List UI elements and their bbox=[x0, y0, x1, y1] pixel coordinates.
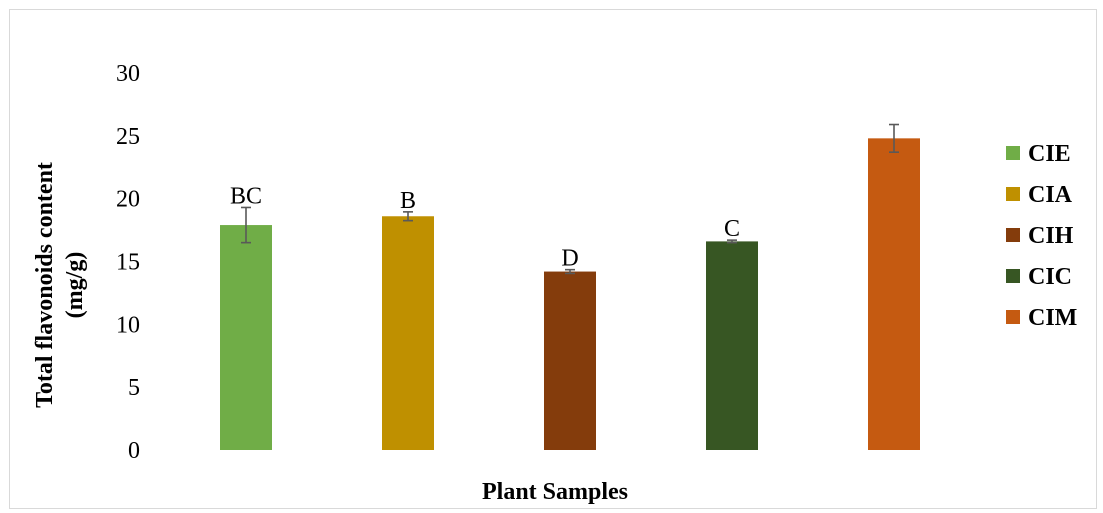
bar-cic bbox=[706, 241, 758, 450]
y-tick-label: 5 bbox=[128, 375, 140, 401]
y-tick-label: 25 bbox=[116, 124, 140, 150]
y-axis-title: Total flavonoids content (mg/g) bbox=[32, 162, 88, 408]
legend: CIE CIA CIH CIC CIM bbox=[1006, 141, 1077, 331]
y-axis-title-line-2: (mg/g) bbox=[62, 252, 88, 319]
bar-data-label: BC bbox=[230, 183, 262, 209]
bar-labels: BC B D C bbox=[230, 183, 740, 271]
legend-swatch-cih bbox=[1006, 228, 1020, 242]
legend-label-cim: CIM bbox=[1028, 305, 1077, 331]
y-axis-title-line-1: Total flavonoids content bbox=[32, 162, 58, 408]
legend-label-cic: CIC bbox=[1028, 264, 1072, 290]
bar-cia bbox=[382, 216, 434, 450]
y-tick-label: 10 bbox=[116, 312, 140, 338]
legend-swatch-cic bbox=[1006, 269, 1020, 283]
legend-swatch-cia bbox=[1006, 187, 1020, 201]
legend-label-cie: CIE bbox=[1028, 141, 1071, 167]
error-bars bbox=[241, 123, 899, 275]
y-axis-ticks: 0 5 10 15 20 25 30 bbox=[116, 61, 140, 464]
y-tick-label: 30 bbox=[116, 61, 140, 87]
bar-cim bbox=[868, 138, 920, 450]
bar-data-label: D bbox=[561, 246, 578, 272]
legend-label-cih: CIH bbox=[1028, 223, 1074, 249]
bar-data-label: C bbox=[724, 216, 740, 242]
y-tick-label: 0 bbox=[128, 438, 140, 464]
x-axis-title: Plant Samples bbox=[482, 479, 628, 505]
legend-swatch-cie bbox=[1006, 146, 1020, 160]
bar-data-label: B bbox=[400, 188, 416, 214]
bar-cih bbox=[544, 271, 596, 450]
legend-label-cia: CIA bbox=[1028, 182, 1073, 208]
bar-cie bbox=[220, 225, 272, 450]
y-tick-label: 15 bbox=[116, 250, 140, 276]
legend-swatch-cim bbox=[1006, 310, 1020, 324]
y-tick-label: 20 bbox=[116, 187, 140, 213]
bars bbox=[220, 138, 920, 450]
